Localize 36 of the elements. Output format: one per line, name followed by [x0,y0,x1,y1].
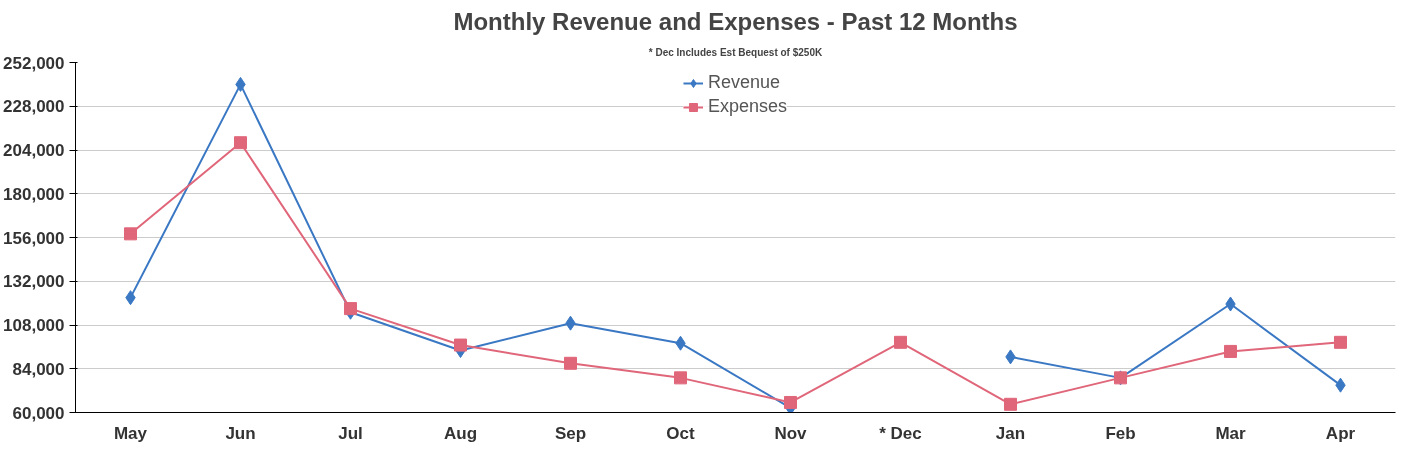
chart-title: Monthly Revenue and Expenses - Past 12 Months [453,7,1018,35]
point [564,356,577,370]
legend-label: Revenue [707,72,781,93]
x-tick-label: Aug [443,423,478,443]
point [344,302,357,316]
x-tick-label: Jan [995,423,1026,443]
y-tick-label: 84,000 [12,359,65,379]
x-tick-label: Jun [225,423,256,443]
y-tick-label: 60,000 [12,403,65,423]
point [1004,397,1017,411]
point [234,136,247,150]
x-tick-label: Jul [338,423,363,443]
point [894,335,907,349]
point [1334,335,1347,349]
x-tick-label: Feb [1105,423,1136,443]
text: * Dec Includes Est Bequest of $250K [648,46,823,58]
point [124,227,137,241]
point [454,338,467,352]
y-tick-label: 156,000 [3,228,65,248]
x-tick-label: Nov [774,423,808,443]
point [1224,344,1237,358]
y-tick-label: 204,000 [3,141,65,160]
legend-label: Expenses [707,96,788,117]
y-tick-label: 132,000 [3,272,65,292]
point [784,395,797,409]
x-tick-label: Sep [554,423,587,443]
y-tick-label: 252,000 [3,53,65,73]
x-tick-label: May [113,423,148,443]
x-tick-label: Mar [1215,423,1246,443]
x-tick-label: Oct [666,423,696,443]
point [674,371,687,385]
y-tick-label: 108,000 [3,316,65,335]
x-tick-label: Apr [1325,423,1356,443]
y-tick-label: 228,000 [3,97,65,117]
y-tick-label: 180,000 [3,184,65,204]
x-tick-label: * Dec [879,423,922,443]
